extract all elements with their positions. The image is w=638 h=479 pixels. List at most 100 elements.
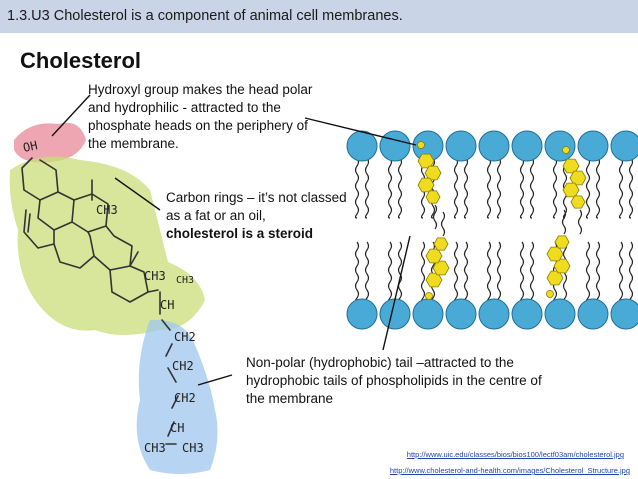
phospholipid-tail xyxy=(397,157,403,219)
phospholipid-head xyxy=(478,298,510,330)
phospholipid-tail xyxy=(595,157,601,219)
rings-highlight xyxy=(9,156,205,335)
membrane-diagram xyxy=(344,128,638,332)
phospholipid-tail xyxy=(618,157,624,219)
cholesterol-tail xyxy=(432,204,438,230)
annotation-rings: Carbon rings – it’s not classed as a fat… xyxy=(166,189,356,243)
label-ch3-c: CH3 xyxy=(176,275,194,286)
phospholipid-tail xyxy=(496,157,502,219)
phospholipid-tail xyxy=(529,241,535,303)
cholesterol-tail xyxy=(440,211,446,237)
cholesterol-ring xyxy=(562,182,580,198)
phospholipid-tail xyxy=(354,241,360,303)
phospholipid-head xyxy=(610,298,638,330)
phospholipid-tail xyxy=(463,241,469,303)
phospholipid-head xyxy=(445,130,477,162)
cholesterol-ring xyxy=(554,235,570,249)
label-ch-a: CH xyxy=(160,298,174,312)
phospholipid-tail xyxy=(562,241,568,303)
cholesterol-ring xyxy=(425,248,443,264)
phospholipid-tail xyxy=(453,241,459,303)
phospholipid-head xyxy=(577,130,609,162)
phospholipid-tail xyxy=(628,241,634,303)
ring-structure xyxy=(21,157,179,445)
phospholipid-head xyxy=(445,298,477,330)
pointer-rings xyxy=(114,177,161,211)
phospholipid-tail xyxy=(420,241,426,303)
phospholipid-tail xyxy=(529,157,535,219)
cholesterol-tail xyxy=(577,209,583,235)
phospholipid-head xyxy=(577,298,609,330)
header-title: 1.3.U3 Cholesterol is a component of ani… xyxy=(7,8,403,24)
cholesterol-hydroxyl xyxy=(425,292,433,300)
phospholipid-head xyxy=(346,130,378,162)
cholesterol-ring xyxy=(569,170,587,186)
cholesterol-ring xyxy=(553,258,571,274)
cholesterol-ring xyxy=(570,195,586,209)
phospholipid-tail xyxy=(519,157,525,219)
annotation-rings-text: Carbon rings – it’s not classed as a fat… xyxy=(166,190,347,223)
cholesterol-ring xyxy=(417,177,435,193)
cholesterol-ring xyxy=(433,237,449,251)
pointer-tail-structure xyxy=(197,374,233,386)
phospholipid-head xyxy=(478,130,510,162)
pointer-lines xyxy=(51,94,417,386)
phospholipid-head xyxy=(379,130,411,162)
phospholipid-tail xyxy=(397,241,403,303)
annotation-rings-bold: cholesterol is a steroid xyxy=(166,226,314,241)
source-link-2[interactable]: http://www.cholesterol-and-health.com/im… xyxy=(389,466,630,475)
phospholipid-head xyxy=(511,298,543,330)
phospholipid-tail xyxy=(585,157,591,219)
slide-title: Cholesterol xyxy=(20,48,142,73)
phospholipid-tail xyxy=(519,241,525,303)
header-bar: 1.3.U3 Cholesterol is a component of ani… xyxy=(0,0,638,33)
phospholipid-tail xyxy=(354,157,360,219)
label-ch3-b: CH3 xyxy=(144,269,166,283)
cholesterol-hydroxyl xyxy=(546,290,554,298)
label-ch2-a: CH2 xyxy=(174,330,196,344)
phospholipid-tail xyxy=(364,157,370,219)
cholesterol-ring xyxy=(432,260,450,276)
phospholipid-head xyxy=(544,298,576,330)
phospholipid-tail xyxy=(628,157,634,219)
phospholipid-tail xyxy=(453,157,459,219)
phospholipid-head xyxy=(610,130,638,162)
pointer-hydroxyl-structure xyxy=(51,94,91,137)
phospholipid-tail xyxy=(486,157,492,219)
label-oh: OH xyxy=(22,138,39,155)
phospholipid-head xyxy=(346,298,378,330)
phospholipid-tail xyxy=(496,241,502,303)
label-ch2-b: CH2 xyxy=(172,359,194,373)
pointer-tail-membrane xyxy=(382,235,411,351)
cholesterol-ring xyxy=(425,190,441,204)
annotation-hydroxyl: Hydroxyl group makes the head polar and … xyxy=(88,82,313,151)
label-ch3-d: CH3 xyxy=(144,441,166,455)
phospholipid-tail xyxy=(552,157,558,219)
cholesterol-hydroxyl xyxy=(417,141,425,149)
phospholipid-tail xyxy=(387,157,393,219)
cholesterol-hydroxyl xyxy=(562,146,570,154)
phospholipid-head xyxy=(379,298,411,330)
cholesterol-ring xyxy=(424,165,442,181)
annotation-tail: Non-polar (hydrophobic) tail –attracted … xyxy=(246,355,542,406)
label-ch3-a: CH3 xyxy=(96,203,118,217)
phospholipid-tail xyxy=(618,241,624,303)
pointer-hydroxyl-membrane xyxy=(304,117,417,146)
phospholipid-head xyxy=(511,130,543,162)
label-ch-b: CH xyxy=(170,421,184,435)
phospholipid-tail xyxy=(463,157,469,219)
cholesterol-tail xyxy=(561,209,567,235)
label-ch2-c: CH2 xyxy=(174,391,196,405)
phospholipid-tail xyxy=(595,241,601,303)
structure-highlights xyxy=(9,122,218,474)
phospholipid-tail xyxy=(387,241,393,303)
phospholipid-tail xyxy=(486,241,492,303)
hydroxyl-highlight xyxy=(14,122,86,163)
phospholipid-tail xyxy=(364,241,370,303)
phospholipid-head xyxy=(412,298,444,330)
cholesterol-ring xyxy=(546,246,564,262)
phospholipid-head xyxy=(544,130,576,162)
label-ch3-e: CH3 xyxy=(182,441,204,455)
source-link-1[interactable]: http://www.uic.edu/classes/bios/bios100/… xyxy=(406,450,624,459)
